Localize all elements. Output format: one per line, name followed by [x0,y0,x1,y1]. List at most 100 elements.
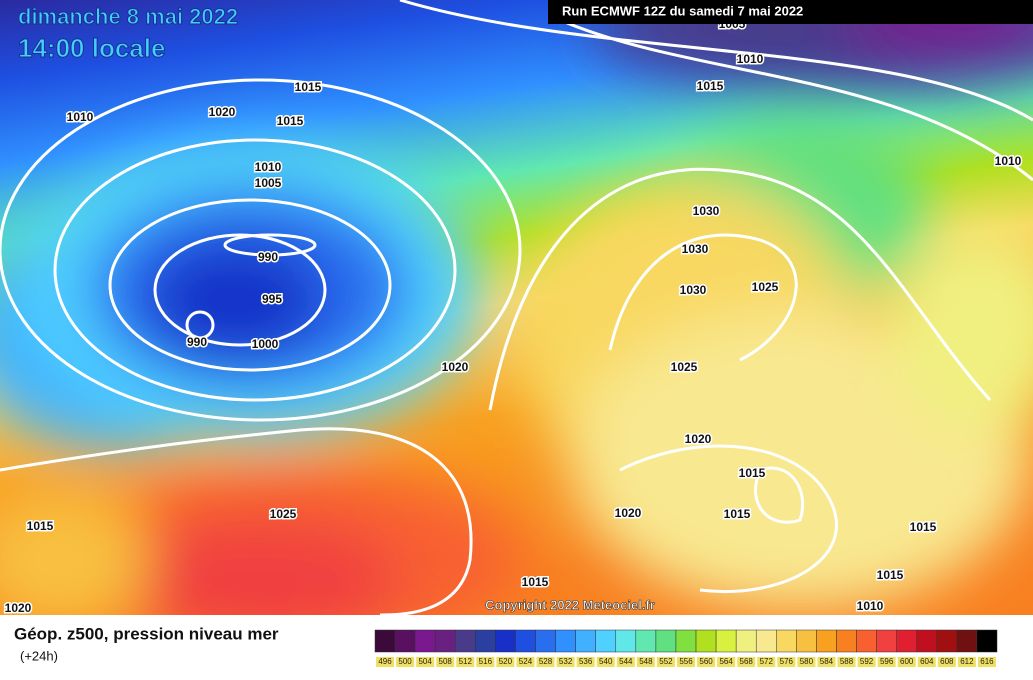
colorbar-tick-label: 552 [659,657,673,666]
color-swatch [936,629,958,653]
color-swatch [796,629,817,653]
tick-label-bg [757,657,776,667]
colorbar-tick-label: 580 [800,657,814,666]
colorbar-tick-label: 612 [960,657,974,666]
tick-label-bg [556,657,575,667]
tick-label-bg [697,657,716,667]
colorbar-tick-label: 568 [740,657,754,666]
colorbar-tick-label: 608 [940,657,954,666]
color-swatch [856,629,877,653]
tick-label-bg [717,657,736,667]
isobar-label: 995 [262,292,282,306]
colorbar-tick-label: 576 [780,657,794,666]
isobar-label: 1015 [277,114,304,128]
colorbar-tick-label: 572 [760,657,774,666]
colorbar-tick-label: 508 [439,657,453,666]
color-swatch [374,629,396,653]
color-swatch [455,629,476,653]
isobar-label: 1030 [693,204,720,218]
isobar-label: 1015 [295,80,322,94]
tick-label-bg [656,657,675,667]
tick-label-bg [516,657,535,667]
tick-label-bg [536,657,555,667]
colorbar-tick-label: 536 [579,657,593,666]
isobar-label: 990 [187,335,207,349]
colorbar-tick-label: 560 [699,657,713,666]
color-swatch [555,629,576,653]
tick-label-bg [937,657,956,667]
colorbar-tick-label: 584 [820,657,834,666]
tick-label-bg [496,657,515,667]
date-title: dimanche 8 mai 2022 [18,4,238,29]
tick-label-bg [857,657,876,667]
tick-label-bg [396,657,415,667]
run-label: Run ECMWF 12Z du samedi 7 mai 2022 [562,3,803,18]
colorbar-tick-label: 524 [519,657,533,666]
color-swatch [876,629,897,653]
color-swatch [715,629,737,653]
colorbar-tick-label: 616 [980,657,994,666]
color-swatch [535,629,556,653]
color-swatch [816,629,837,653]
tick-label-bg [817,657,836,667]
colorbar-tick-label: 588 [840,657,854,666]
isobar-label: 1025 [671,360,698,374]
colorbar-tick-label: 548 [639,657,653,666]
color-swatch [836,629,857,653]
color-swatch [776,629,797,653]
isobar-label: 1015 [697,79,724,93]
isobar-label: 1010 [737,52,764,66]
color-swatch [394,629,416,653]
colorbar-tick-label: 532 [559,657,573,666]
isobar-label: 990 [258,250,278,264]
colorbar-tick-label: 556 [679,657,693,666]
legend-lead: (+24h) [20,648,58,663]
time-title: 14:00 locale [18,33,165,63]
color-swatch [595,629,617,653]
run-box [548,0,1033,24]
colorbar-tick-label: 596 [880,657,894,666]
colorbar-tick-label: 600 [900,657,914,666]
color-swatch [735,629,757,653]
copyright: Copyright 2022 Meteociel.fr [485,597,655,612]
color-swatch [515,629,536,653]
isobar-label: 1030 [680,283,707,297]
isobar-label: 1015 [27,519,54,533]
colorbar-tick-label: 500 [398,657,412,666]
color-swatch [976,629,998,653]
tick-label-bg [436,657,455,667]
tick-label-bg [797,657,816,667]
isobar-label: 1010 [857,599,884,613]
colorbar-tick-label: 528 [539,657,553,666]
colorbar-tick-label: 496 [378,657,392,666]
tick-label-bg [616,657,635,667]
color-swatch [695,629,717,653]
colorbar-tick-label: 544 [619,657,633,666]
tick-label-bg [777,657,796,667]
color-swatch [495,629,516,653]
tick-label-bg [456,657,475,667]
color-swatch [414,629,436,653]
isobar-label: 1015 [910,520,937,534]
color-swatch [896,629,917,653]
tick-label-bg [977,657,996,667]
colorbar-tick-label: 520 [499,657,513,666]
isobar-label: 1010 [67,110,94,124]
isobar-label: 1005 [255,176,282,190]
color-swatch [956,629,978,653]
isobar-label: 1020 [442,360,469,374]
colorbar-tick-label: 504 [418,657,432,666]
color-swatch [675,629,697,653]
colorbar-tick-label: 540 [599,657,613,666]
color-swatch [475,629,496,653]
isobar-label: 1025 [270,507,297,521]
isobar-label: 1020 [615,506,642,520]
isobar-label: 1020 [5,601,32,615]
tick-label-bg [917,657,936,667]
isobar-label: 1010 [255,160,282,174]
colorbar-tick-label: 592 [860,657,874,666]
color-swatch [755,629,777,653]
isobar-label: 1020 [209,105,236,119]
